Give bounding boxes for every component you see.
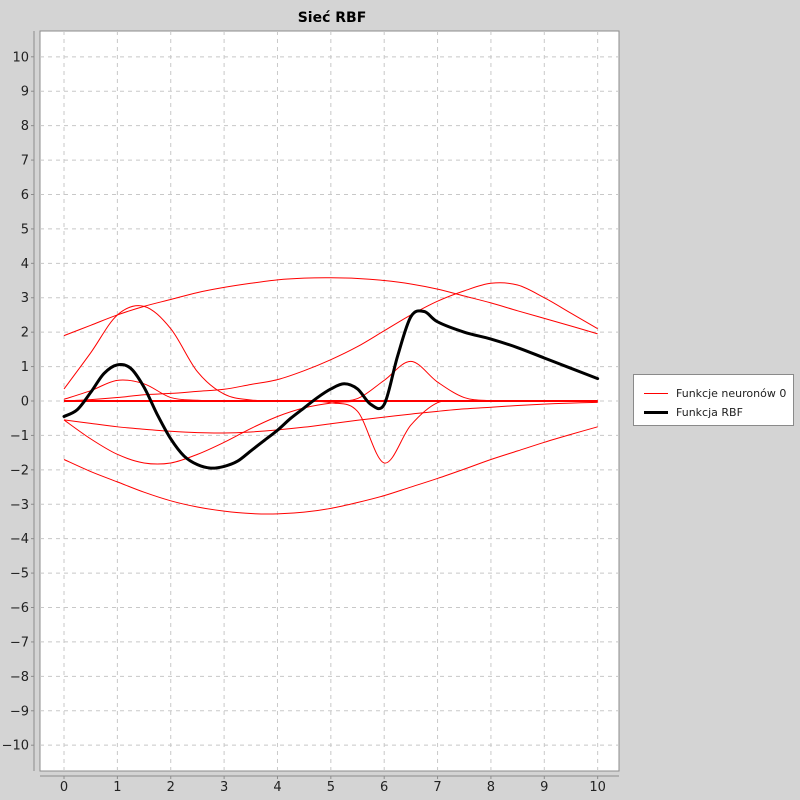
y-tick-label: −3 bbox=[10, 498, 29, 513]
y-tick-label: 10 bbox=[12, 50, 29, 65]
y-tick-label: 8 bbox=[21, 119, 29, 134]
x-tick-label: 4 bbox=[273, 780, 281, 795]
legend-label-rbf: Funkcja RBF bbox=[676, 405, 743, 419]
x-tick-label: 5 bbox=[327, 780, 335, 795]
y-tick-label: 9 bbox=[21, 85, 29, 100]
neuron-function-line-9 bbox=[63, 426, 598, 515]
y-tick-label: 7 bbox=[21, 154, 29, 169]
rbf-function-line bbox=[62, 309, 600, 470]
y-tick-label: −4 bbox=[10, 532, 29, 547]
neuron-function-line-0 bbox=[63, 277, 598, 337]
neuron-function-line-7 bbox=[63, 401, 598, 434]
y-tick-label: −10 bbox=[2, 739, 29, 754]
y-tick-label: 5 bbox=[21, 222, 29, 237]
y-tick-label: −8 bbox=[10, 670, 29, 685]
legend-item-neurons: Funkcje neuronów 0 bbox=[644, 385, 786, 401]
y-tick-label: 4 bbox=[21, 257, 29, 272]
legend-swatch-rbf bbox=[644, 410, 668, 414]
y-tick-label: 6 bbox=[21, 188, 29, 203]
series-lines bbox=[62, 277, 600, 515]
y-tick-label: 3 bbox=[21, 291, 29, 306]
legend-label-neurons: Funkcje neuronów 0 bbox=[676, 386, 787, 400]
x-tick-label: 7 bbox=[433, 780, 441, 795]
legend-swatch-neurons bbox=[644, 392, 668, 394]
y-tick-label: −7 bbox=[10, 635, 29, 650]
chart-title: Sieć RBF bbox=[297, 10, 367, 26]
x-tick-label: 2 bbox=[167, 780, 175, 795]
y-tick-label: −2 bbox=[10, 463, 29, 478]
x-tick-label: 0 bbox=[60, 780, 68, 795]
y-tick-label: −6 bbox=[10, 601, 29, 616]
x-tick-label: 6 bbox=[380, 780, 388, 795]
neuron-function-line-8 bbox=[63, 400, 598, 465]
y-tick-label: −9 bbox=[10, 704, 29, 719]
legend: Funkcje neuronów 0 Funkcja RBF bbox=[633, 374, 794, 426]
legend-item-rbf: Funkcja RBF bbox=[644, 404, 743, 420]
neuron-function-line-2 bbox=[63, 282, 598, 402]
x-tick-label: 3 bbox=[220, 780, 228, 795]
x-tick-label: 1 bbox=[113, 780, 121, 795]
y-tick-label: 0 bbox=[21, 395, 29, 410]
y-tick-label: −5 bbox=[10, 567, 29, 582]
x-tick-label: 9 bbox=[540, 780, 548, 795]
y-tick-label: 2 bbox=[21, 326, 29, 341]
x-tick-label: 10 bbox=[589, 780, 606, 795]
y-tick-label: −1 bbox=[10, 429, 29, 444]
y-tick-label: 1 bbox=[21, 360, 29, 375]
x-tick-label: 8 bbox=[487, 780, 495, 795]
